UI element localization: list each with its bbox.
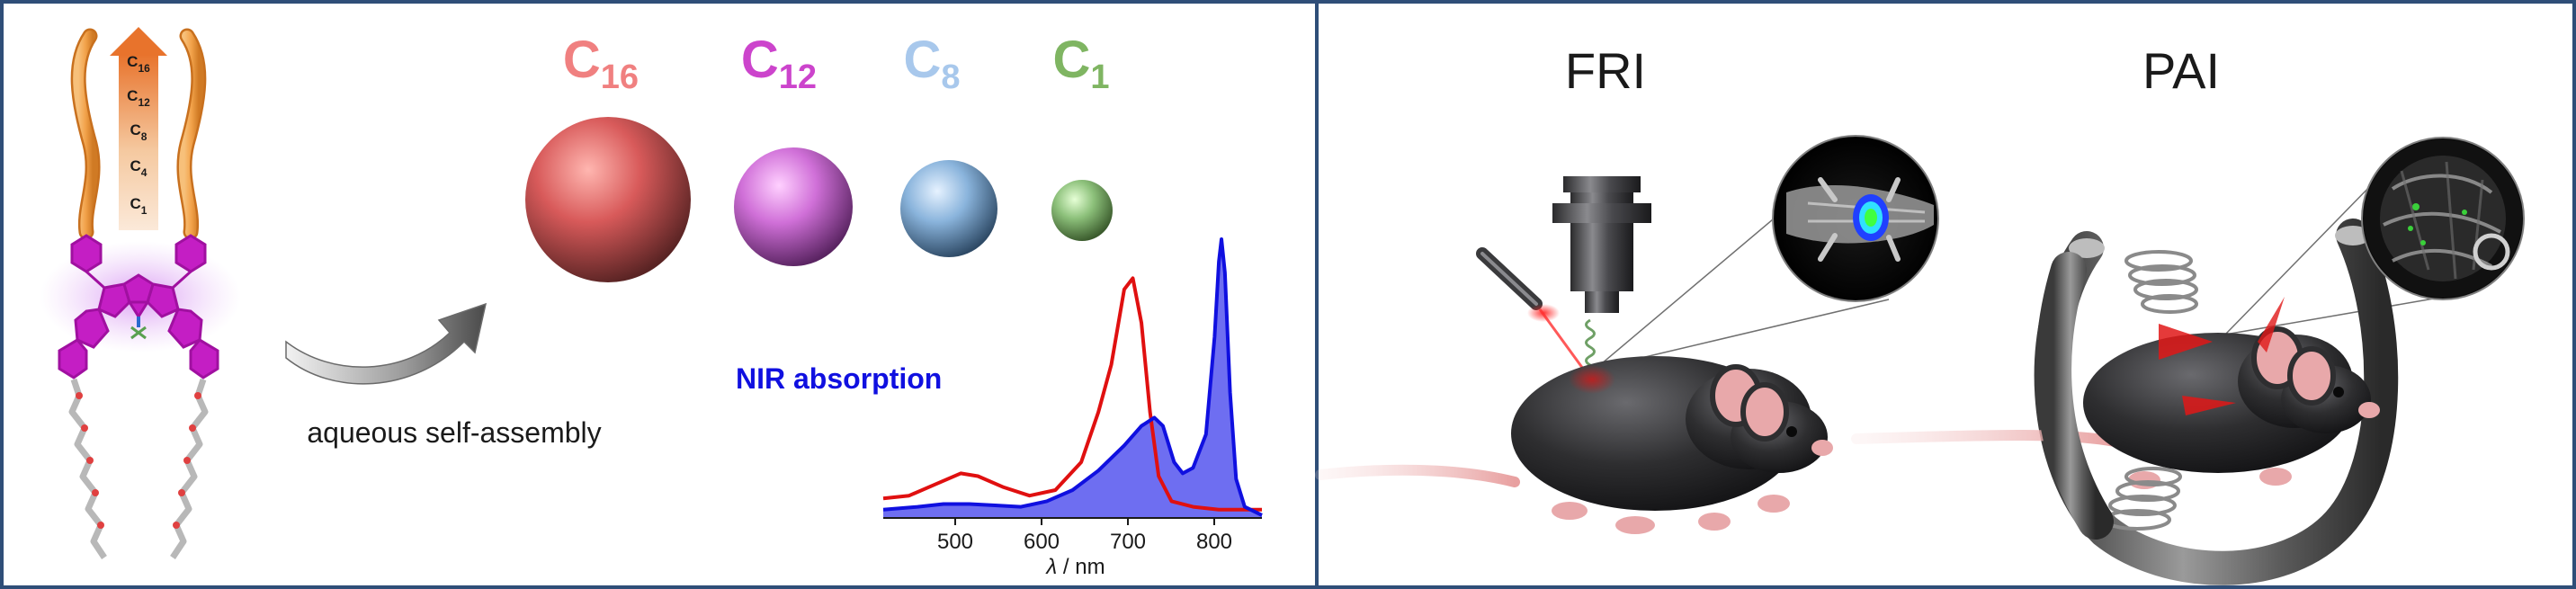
nanoparticle-c16: C16 xyxy=(525,31,691,282)
nanoparticle-c16-label: C16 xyxy=(563,31,639,96)
fri-mouse-icon xyxy=(1315,356,1833,534)
nanoparticle-c12-label: C12 xyxy=(741,31,817,96)
x-tick-label-800: 800 xyxy=(1196,530,1232,554)
fri-inset-image xyxy=(1772,135,1939,302)
series-1-area xyxy=(883,239,1262,518)
camera-icon xyxy=(1552,176,1651,313)
nanoparticle-c12: C12 xyxy=(734,31,853,266)
chain-length-ladder: C16 C12 C8 C4 C1 xyxy=(110,27,167,230)
nanoparticle-c1-label: C1 xyxy=(1052,31,1109,96)
pai-label: PAI xyxy=(2142,42,2220,99)
nanoparticle-c8: C8 xyxy=(900,31,997,257)
nanoparticle-c1-sphere xyxy=(1051,180,1113,241)
fri-setup xyxy=(1315,135,1939,534)
x-axis-label: λ / nm xyxy=(1044,555,1105,579)
absorption-plot: NIR absorption 500 600 700 800 λ / nm xyxy=(736,237,1263,579)
ladder-label-c16: C16 xyxy=(127,53,150,75)
pai-setup xyxy=(1851,137,2525,585)
nanoparticle-c1: C1 xyxy=(1051,31,1113,241)
plot-label-nir-absorption: NIR absorption xyxy=(736,362,942,395)
series-1-line xyxy=(882,237,1263,517)
nanoparticle-c8-sphere xyxy=(900,160,997,257)
ladder-label-c12: C12 xyxy=(127,87,150,109)
x-tick-label-600: 600 xyxy=(1024,530,1060,554)
x-tick-label-500: 500 xyxy=(937,530,973,554)
laser-icon xyxy=(1476,247,1585,370)
x-tick-label-700: 700 xyxy=(1110,530,1146,554)
ladder-label-c4: C4 xyxy=(130,157,148,179)
series-0-line xyxy=(882,276,1262,512)
bodipy-core xyxy=(58,234,219,379)
molecule-structure: C16 C12 C8 C4 C1 xyxy=(40,27,241,559)
pai-inset-image xyxy=(2361,137,2525,300)
ladder-label-c1: C1 xyxy=(130,195,148,217)
fri-label: FRI xyxy=(1565,42,1646,99)
nanoparticle-c12-sphere xyxy=(734,147,853,266)
ladder-label-c8: C8 xyxy=(130,121,148,143)
nanoparticle-c16-sphere xyxy=(525,117,691,282)
self-assembly-label: aqueous self-assembly xyxy=(307,416,601,449)
self-assembly-arrow xyxy=(285,302,487,385)
nanoparticle-c8-label: C8 xyxy=(903,31,960,96)
